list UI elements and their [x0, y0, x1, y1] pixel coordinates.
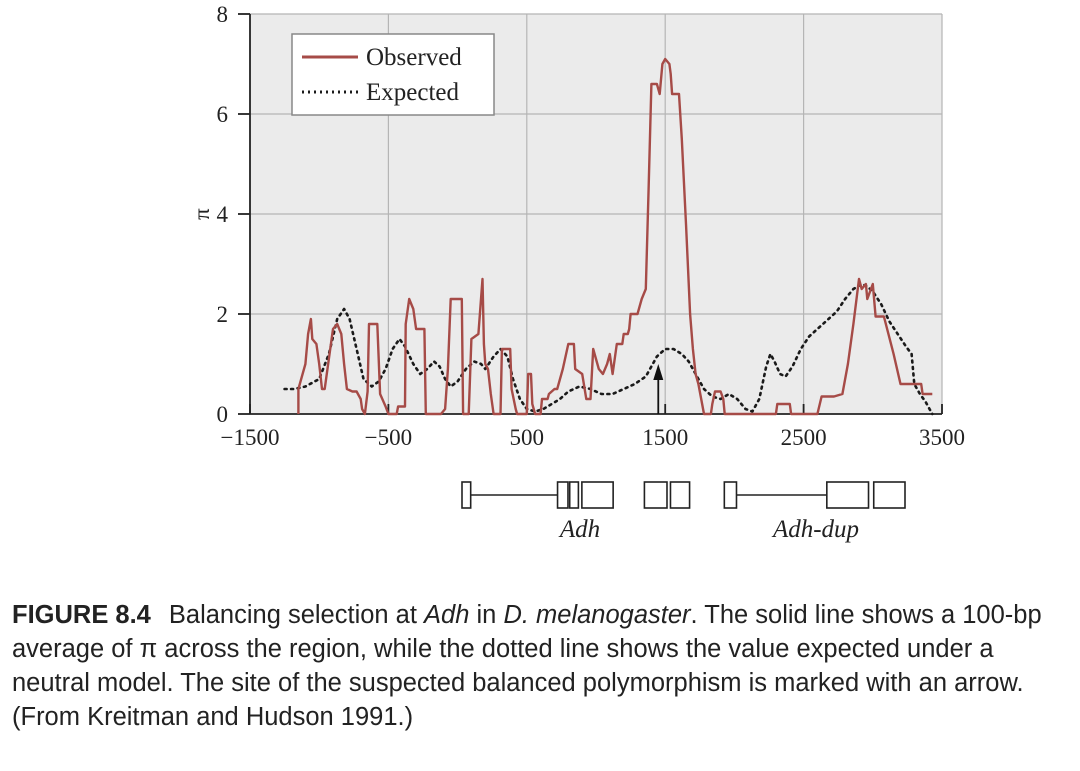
legend-observed-label: Observed	[366, 44, 462, 71]
axes: 0 2 4 6 8 −1500 −500 500 1500 2500 3500	[217, 2, 966, 450]
y-tick-label: 0	[217, 402, 229, 427]
gene-map: Adh Adh-dup	[461, 481, 906, 543]
gene-adh-label: Adh	[558, 516, 600, 543]
x-tick-label: 500	[510, 425, 545, 450]
series-observed-line	[297, 57, 933, 416]
y-tick-label: 2	[217, 302, 229, 327]
gene-adh-exon	[669, 481, 691, 509]
y-tick-label: 4	[217, 202, 229, 227]
y-axis-label: π	[189, 208, 214, 220]
y-tick-label: 6	[217, 102, 229, 127]
x-tick-label: −1500	[221, 425, 280, 450]
gene-adh-exon	[581, 481, 614, 509]
caption-gene: Adh	[424, 601, 470, 629]
gene-adh-exon	[643, 481, 668, 509]
x-tick-label: −500	[365, 425, 412, 450]
figure-caption: FIGURE 8.4 Balancing selection at Adh in …	[12, 598, 1072, 734]
pi-chart: 0 2 4 6 8 −1500 −500 500 1500 2500 3500 Observed E…	[189, 2, 966, 543]
caption-species: D. melanogaster	[503, 601, 691, 629]
caption-part3: . The solid line shows a 100-bp average …	[12, 601, 1042, 731]
arrow-head	[653, 364, 664, 380]
x-tick-label: 1500	[642, 425, 688, 450]
x-tick-label: 2500	[781, 425, 827, 450]
gene-adh-dup-label: Adh-dup	[771, 516, 859, 543]
series-expected-line	[283, 282, 934, 416]
caption-part2: in	[469, 601, 504, 629]
legend: Observed Expected	[291, 33, 495, 116]
gene-adh-exon	[556, 481, 569, 509]
gene-adh-exon	[568, 481, 580, 509]
series-layer	[283, 57, 934, 416]
figure-label: FIGURE 8.4	[12, 601, 151, 629]
legend-box	[291, 33, 495, 116]
gene-adh-exon	[461, 481, 472, 509]
legend-expected-label: Expected	[366, 79, 460, 106]
polymorphism-arrow	[653, 364, 664, 414]
gene-adh-dup-exon	[872, 481, 906, 509]
gene-adh-dup-exon	[826, 481, 870, 509]
y-tick-label: 8	[217, 2, 229, 27]
gene-adh-dup-exon	[723, 481, 738, 509]
x-tick-label: 3500	[919, 425, 965, 450]
caption-part1: Balancing selection at	[168, 601, 425, 629]
